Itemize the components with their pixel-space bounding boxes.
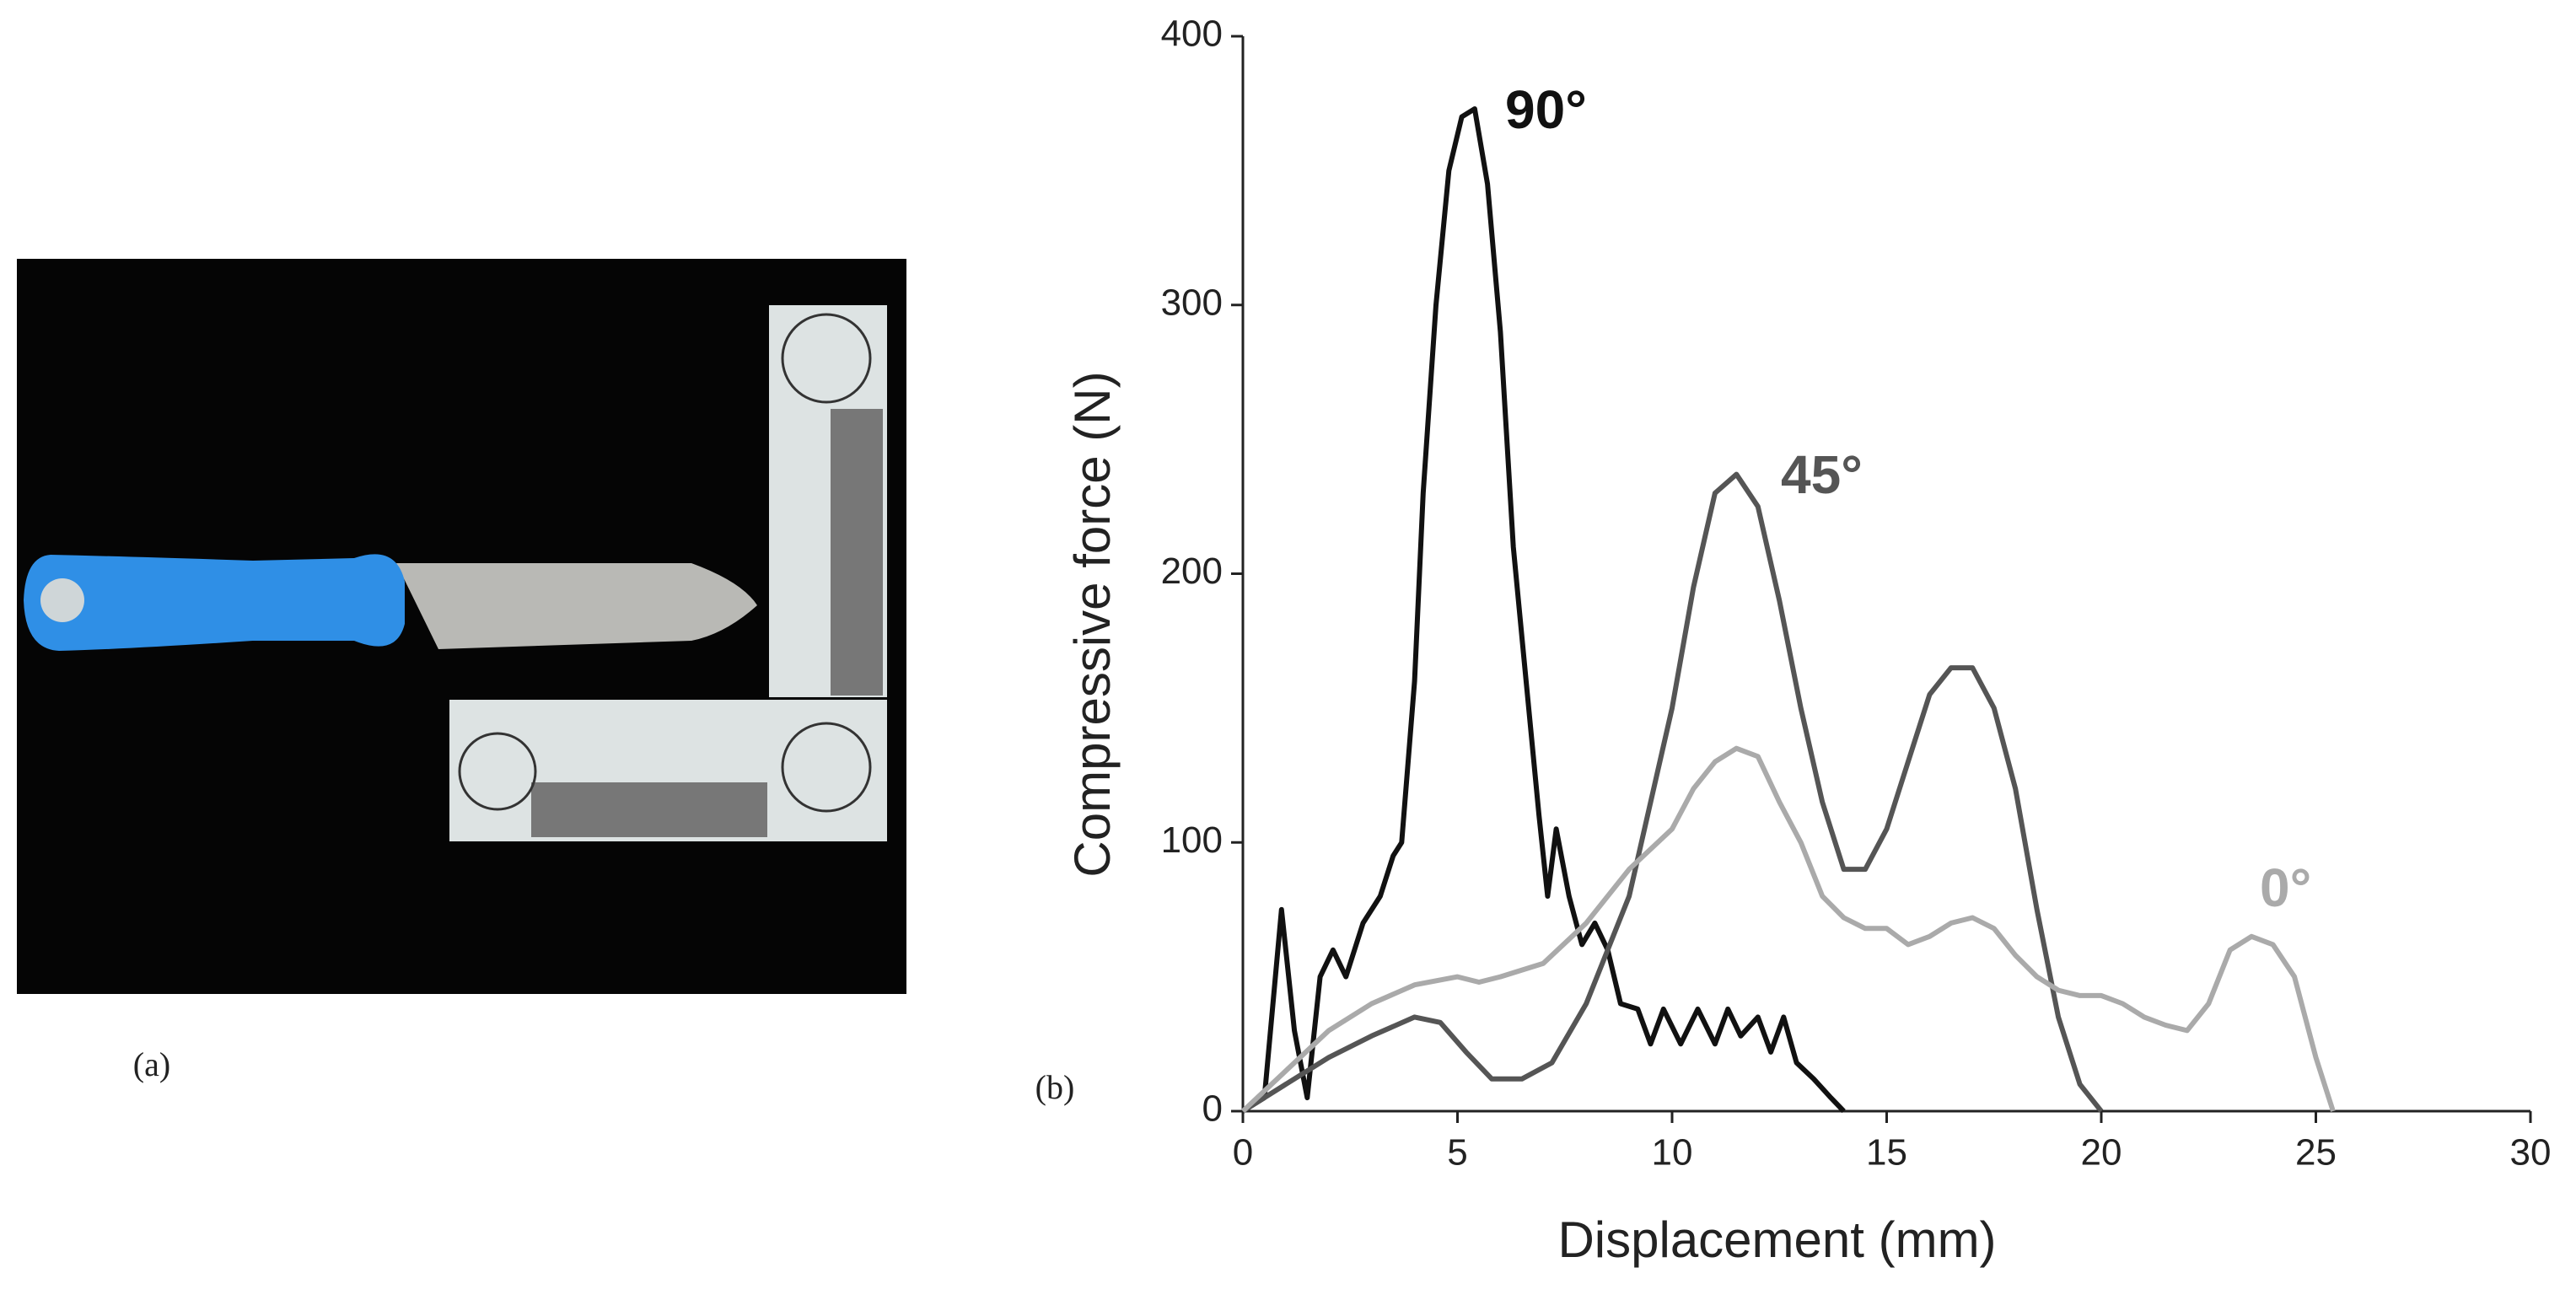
- panel-label: (a): [133, 1045, 170, 1083]
- x-tick-label: 30: [2510, 1132, 2552, 1174]
- y-axis-label: Compressive force (N): [1064, 371, 1121, 877]
- chart: 0 100 200 300 400 0 5 10 15 20 25 30 Displacement (m…: [1035, 13, 2552, 1268]
- scale-target: [781, 313, 872, 404]
- series-line: [1240, 745, 2336, 1114]
- y-tick-label: 0: [1202, 1088, 1223, 1130]
- series-line: [1241, 471, 2104, 1114]
- photo: [17, 259, 906, 994]
- x-tick-label: 0: [1233, 1132, 1253, 1174]
- scale-target: [781, 722, 872, 813]
- x-tick-label: 25: [2295, 1132, 2337, 1174]
- y-tick-label: 300: [1161, 282, 1223, 323]
- knife-handle: [24, 554, 405, 651]
- x-tick-label: 20: [2081, 1132, 2122, 1174]
- x-tick-label: 10: [1652, 1132, 1693, 1174]
- scale-dark-bar: [831, 409, 883, 696]
- scale-target: [458, 732, 537, 811]
- series-label: 90°: [1505, 79, 1587, 140]
- x-axis-label: Displacement (mm): [1557, 1211, 1996, 1268]
- series-label: 0°: [2260, 857, 2311, 918]
- series-label: 45°: [1781, 444, 1863, 505]
- y-tick-label: 100: [1161, 819, 1223, 861]
- x-tick-label: 15: [1866, 1132, 1907, 1174]
- knife-blade: [396, 563, 757, 649]
- y-tick-label: 400: [1161, 13, 1223, 55]
- scale-dark-bar: [531, 782, 767, 837]
- y-tick-label: 200: [1161, 551, 1223, 592]
- series-line: [1241, 106, 1846, 1114]
- panel-label: (b): [1035, 1068, 1075, 1106]
- handle-rivet: [40, 578, 84, 622]
- x-tick-label: 5: [1447, 1132, 1467, 1174]
